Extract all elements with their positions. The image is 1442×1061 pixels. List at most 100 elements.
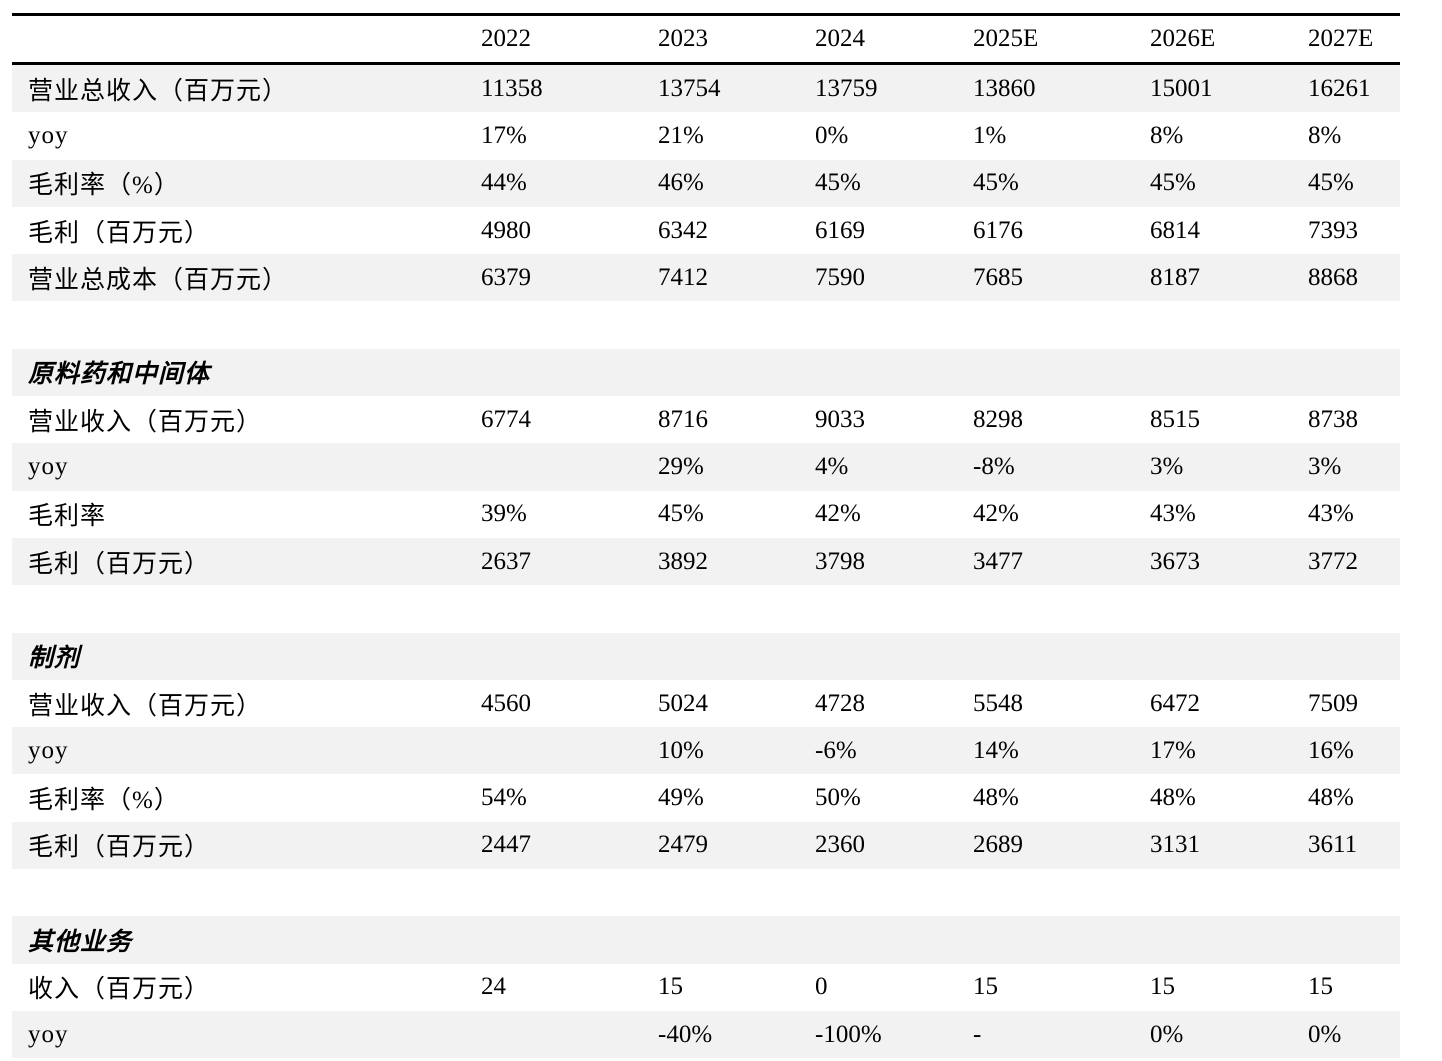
value-cell: 7685 bbox=[957, 254, 1134, 302]
value-cell bbox=[957, 301, 1134, 348]
value-cell bbox=[1292, 632, 1400, 680]
value-cell bbox=[642, 348, 799, 397]
value-cell: 48% bbox=[1150, 784, 1196, 812]
value-cell bbox=[1134, 916, 1292, 964]
spacer-row bbox=[12, 585, 1400, 632]
table-row: 毛利率（%） 44% 46% 45% 45% 45% 45% bbox=[12, 159, 1400, 207]
value-cell bbox=[642, 301, 799, 348]
header-year-2024: 2024 bbox=[815, 25, 865, 52]
value-cell: 8% bbox=[1150, 121, 1184, 149]
value-cell: 3798 bbox=[799, 537, 957, 586]
row-label-cell bbox=[12, 585, 465, 632]
value-cell: 7509 bbox=[1308, 689, 1358, 717]
value-cell bbox=[957, 348, 1134, 397]
value-cell: 42% bbox=[815, 500, 861, 528]
value-cell bbox=[465, 632, 642, 680]
value-cell: 15 bbox=[658, 973, 683, 1001]
header-label-cell bbox=[12, 15, 465, 64]
value-cell: 2447 bbox=[465, 821, 642, 870]
spacer-row bbox=[12, 301, 1400, 348]
value-cell: 5548 bbox=[973, 689, 1023, 717]
value-cell: 15001 bbox=[1134, 63, 1292, 113]
value-cell bbox=[642, 916, 799, 964]
value-cell: 4% bbox=[799, 443, 957, 491]
value-cell: 0% bbox=[1134, 1010, 1292, 1059]
value-cell: 6379 bbox=[465, 254, 642, 302]
value-cell: 8% bbox=[1308, 121, 1342, 149]
value-cell bbox=[1292, 916, 1400, 964]
value-cell: 0% bbox=[1292, 1010, 1400, 1059]
value-cell bbox=[465, 301, 642, 348]
value-cell: 8868 bbox=[1292, 254, 1400, 302]
value-cell: 13754 bbox=[642, 63, 799, 113]
table-body: 营业总收入（百万元） 11358 13754 13759 13860 15001 16261… bbox=[12, 63, 1400, 1059]
value-cell: 7393 bbox=[1308, 216, 1358, 244]
value-cell bbox=[1134, 585, 1292, 632]
table-row: 毛利（百万元） 4980 6342 6169 6176 6814 7393 bbox=[12, 207, 1400, 254]
value-cell: 48% bbox=[973, 784, 1019, 812]
table-row: yoy 10% -6% 14% 17% 16% bbox=[12, 727, 1400, 775]
value-cell: 14% bbox=[957, 727, 1134, 775]
table-row: 毛利率（%） 54% 49% 50% 48% 48% 48% bbox=[12, 774, 1400, 821]
value-cell bbox=[1292, 301, 1400, 348]
table-row: yoy 29% 4% -8% 3% 3% bbox=[12, 443, 1400, 491]
value-cell: 43% bbox=[1150, 500, 1196, 528]
table-row: 毛利（百万元） 2637 3892 3798 3477 3673 3772 bbox=[12, 537, 1400, 586]
value-cell: 15 bbox=[1308, 973, 1333, 1001]
value-cell bbox=[799, 301, 957, 348]
value-cell: 7590 bbox=[799, 254, 957, 302]
value-cell: 46% bbox=[642, 159, 799, 207]
value-cell bbox=[642, 585, 799, 632]
value-cell bbox=[642, 869, 799, 916]
value-cell bbox=[799, 632, 957, 680]
value-cell: 3% bbox=[1134, 443, 1292, 491]
row-label-cell: 毛利率（%） bbox=[28, 787, 180, 815]
value-cell: 49% bbox=[658, 784, 704, 812]
value-cell bbox=[799, 348, 957, 397]
value-cell bbox=[465, 443, 642, 491]
table-row: 毛利（百万元） 2447 2479 2360 2689 3131 3611 bbox=[12, 821, 1400, 870]
header-year-2025e: 2025E bbox=[973, 25, 1039, 52]
value-cell: 45% bbox=[1292, 159, 1400, 207]
value-cell: 5024 bbox=[658, 689, 708, 717]
row-label-cell: yoy bbox=[28, 121, 69, 149]
value-cell: 3477 bbox=[957, 537, 1134, 586]
value-cell: 3% bbox=[1292, 443, 1400, 491]
row-label-cell: yoy bbox=[12, 443, 465, 491]
row-label-cell: 毛利率 bbox=[28, 503, 107, 531]
header-year-2023: 2023 bbox=[658, 25, 708, 52]
value-cell bbox=[1134, 301, 1292, 348]
row-label-cell: 其他业务 bbox=[12, 916, 465, 964]
value-cell bbox=[799, 916, 957, 964]
value-cell: 6472 bbox=[1150, 689, 1200, 717]
value-cell: 54% bbox=[481, 784, 527, 812]
value-cell: 15 bbox=[973, 973, 998, 1001]
value-cell bbox=[465, 1010, 642, 1059]
value-cell: 7412 bbox=[642, 254, 799, 302]
value-cell: 8298 bbox=[973, 405, 1023, 433]
header-year-2022: 2022 bbox=[481, 25, 531, 52]
value-cell bbox=[465, 869, 642, 916]
value-cell: 2360 bbox=[799, 821, 957, 870]
financial-forecast-table: 2022 2023 2024 2025E 2026E 2027E 营业总收入（百… bbox=[12, 13, 1400, 1059]
row-label-cell: 毛利（百万元） bbox=[12, 537, 465, 586]
row-label-cell bbox=[12, 301, 465, 348]
value-cell: 24 bbox=[481, 973, 506, 1001]
value-cell bbox=[465, 916, 642, 964]
value-cell: 4980 bbox=[481, 216, 531, 244]
table-row: yoy -40% -100% -0% 0% bbox=[12, 1010, 1400, 1059]
value-cell: 6342 bbox=[658, 216, 708, 244]
value-cell bbox=[799, 869, 957, 916]
value-cell bbox=[1292, 585, 1400, 632]
value-cell: 13860 bbox=[957, 63, 1134, 113]
header-year-2027e: 2027E bbox=[1308, 25, 1374, 52]
clipped-caption-fragment bbox=[12, 0, 212, 6]
row-label-cell: yoy bbox=[12, 727, 465, 775]
value-cell: 2479 bbox=[642, 821, 799, 870]
value-cell bbox=[799, 585, 957, 632]
value-cell bbox=[1134, 869, 1292, 916]
value-cell: 6774 bbox=[481, 405, 531, 433]
value-cell: 6176 bbox=[973, 216, 1023, 244]
value-cell: 8187 bbox=[1134, 254, 1292, 302]
value-cell: 45% bbox=[658, 500, 704, 528]
